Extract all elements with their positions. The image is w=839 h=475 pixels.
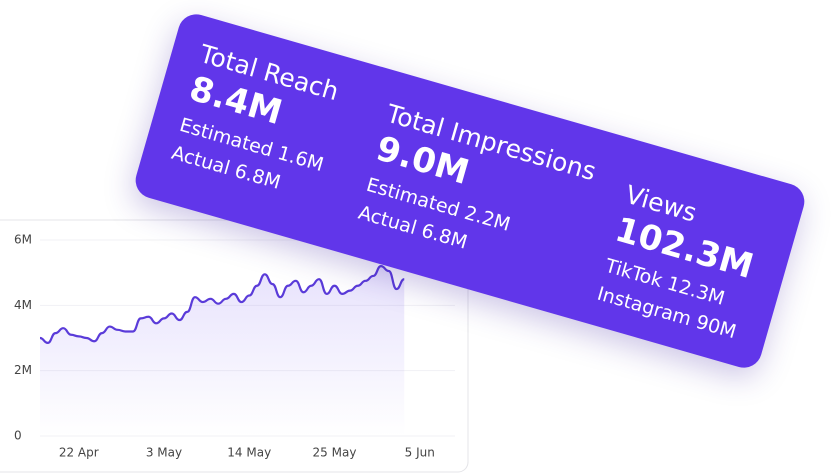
metric: Total Reach 8.4M Estimated 1.6M Actual 6… xyxy=(168,39,348,208)
line xyxy=(39,265,405,344)
x-tick-label: 22 Apr xyxy=(59,446,99,460)
y-tick-label: 4M xyxy=(14,298,32,312)
x-tick-label: 5 Jun xyxy=(405,446,435,460)
x-tick-label: 14 May xyxy=(227,446,271,460)
y-tick-label: 0 xyxy=(14,429,22,443)
metric: Total Impressions 9.0M Estimated 2.2M Ac… xyxy=(355,99,599,286)
x-tick-label: 25 May xyxy=(313,446,357,460)
line-area xyxy=(40,266,405,436)
y-tick-label: 2M xyxy=(14,363,32,377)
y-tick-label: 6M xyxy=(14,233,32,247)
metric: Views 102.3M TikTok 12.3M Instagram 90M xyxy=(594,180,768,347)
x-tick-label: 3 May xyxy=(146,446,182,460)
